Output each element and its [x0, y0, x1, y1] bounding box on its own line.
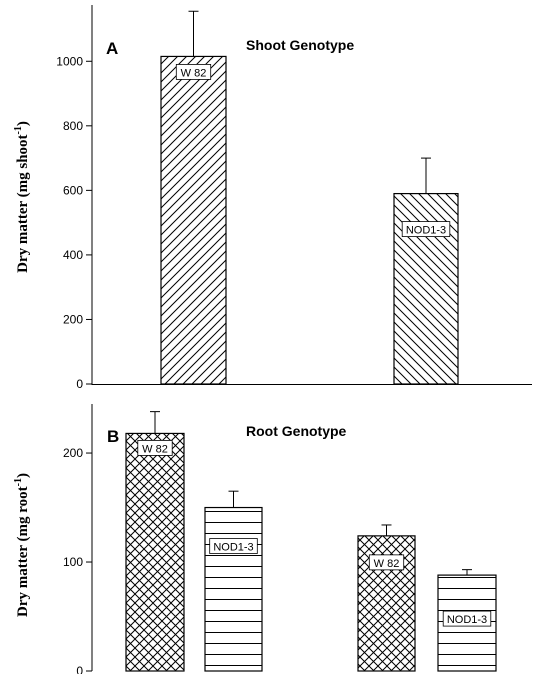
bar-label: W 82 — [181, 67, 207, 79]
panel-b-title: Root Genotype — [246, 423, 347, 439]
panel-b: 0 100 200 W 82 NOD1-3 W 82 NOD1-3 B Root Geno… — [13, 404, 497, 674]
panel-a-y-label-sup: -1 — [13, 126, 24, 134]
bar-label-box — [401, 221, 451, 237]
panel-b-y-label-close: ) — [15, 473, 31, 478]
panel-a-title: Shoot Genotype — [246, 37, 354, 53]
panel-b-y-label-main: Dry matter (mg root — [15, 486, 31, 617]
bar-label-box — [368, 554, 405, 571]
y-tick-label: 100 — [63, 555, 83, 569]
bar-label: NOD1-3 — [406, 225, 446, 237]
panel-a-label: A — [106, 39, 118, 58]
bar — [204, 506, 263, 672]
panel-a-ticks: 0 200 400 600 800 1000 — [56, 54, 92, 391]
y-tick-label: 0 — [76, 664, 83, 674]
bar-label-box — [175, 64, 212, 80]
panel-a-y-label-main: Dry matter (mg shoot — [15, 134, 31, 272]
y-tick-label: 600 — [63, 183, 83, 197]
bar-label-box — [137, 440, 173, 456]
panel-a-bars: W 82 NOD1-3 — [160, 10, 459, 385]
panel-a-y-label-close: ) — [15, 121, 31, 126]
bar-label: NOD1-3 — [213, 542, 253, 554]
bar-label-box — [209, 538, 258, 554]
panel-a-y-label: Dry matter (mg shoot-1) — [13, 121, 31, 273]
bar — [125, 432, 185, 672]
panel-b-y-label-sup: -1 — [13, 478, 24, 486]
panel-b-label: B — [107, 427, 119, 446]
bar-label: NOD1-3 — [447, 614, 487, 626]
bar-label: W 82 — [374, 558, 400, 570]
panel-b-y-label: Dry matter (mg root-1) — [13, 473, 31, 617]
y-tick-label: 0 — [76, 377, 83, 391]
y-tick-label: 200 — [63, 446, 83, 460]
y-tick-label: 400 — [63, 248, 83, 262]
y-tick-label: 1000 — [56, 54, 83, 68]
panel-a: 0 200 400 600 800 1000 W 82 NOD1-3 A Shoot Gen… — [13, 5, 532, 391]
panel-b-ticks: 0 100 200 — [63, 446, 92, 674]
y-tick-label: 200 — [63, 312, 83, 326]
bar — [160, 55, 227, 385]
bar-label: W 82 — [142, 443, 168, 455]
y-tick-label: 800 — [63, 119, 83, 133]
bar-label-box — [442, 610, 492, 627]
panel-b-bars: W 82 NOD1-3 W 82 NOD1-3 — [125, 411, 497, 672]
